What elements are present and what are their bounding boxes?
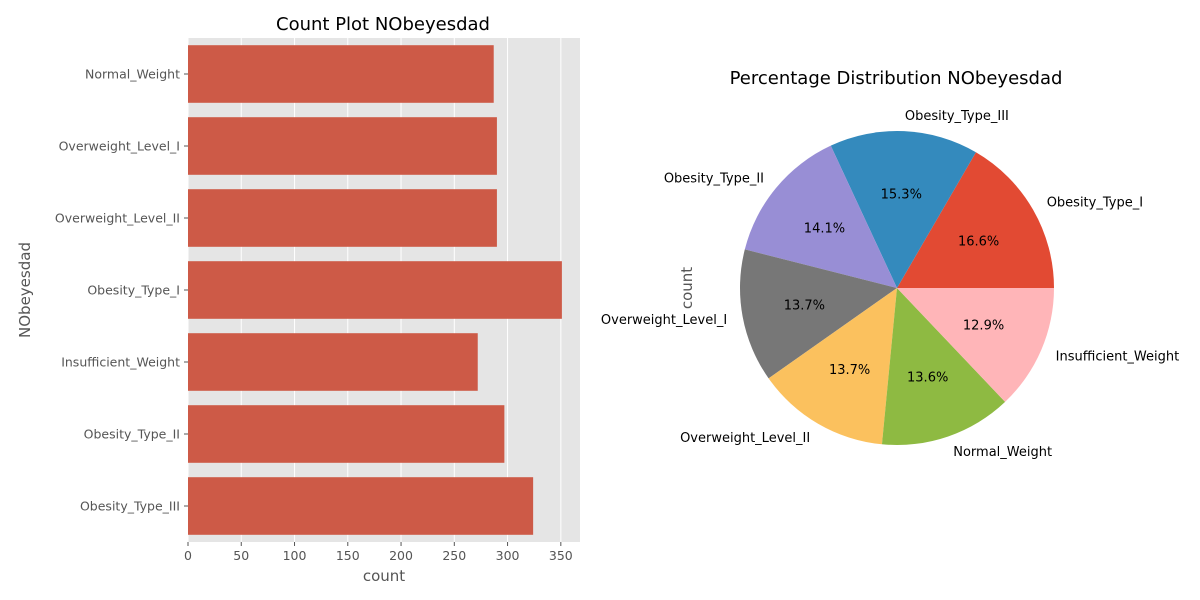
pie-slice [897, 152, 1054, 288]
pie-slice-label: Obesity_Type_I [1047, 195, 1143, 210]
pie-slice-label: Insufficient_Weight [1056, 350, 1180, 365]
pie-slice-label: Obesity_Type_II [664, 171, 764, 186]
bar [188, 477, 534, 535]
bar [188, 261, 562, 319]
x-tick-label: 150 [336, 548, 360, 563]
bar-chart-title: Count Plot NObeyesdad [276, 14, 490, 35]
y-tick-label: Normal_Weight [85, 67, 180, 82]
pie-slice [830, 131, 976, 288]
x-tick-label: 350 [549, 548, 573, 563]
y-axis-ticks: Normal_Weight Overweight_Level_I Overweigh… [55, 67, 188, 514]
x-tick-label: 300 [496, 548, 520, 563]
x-axis-label: count [363, 567, 405, 585]
x-tick-label: 250 [442, 548, 466, 563]
pie-slice [740, 249, 897, 379]
bar [188, 189, 497, 247]
pie-slice [881, 288, 1006, 445]
pie-percent-label: 16.6% [958, 235, 999, 250]
bar [188, 45, 494, 103]
pie-chart-title: Percentage Distribution NObeyesdad [730, 68, 1063, 89]
pie-percent-label: 14.1% [804, 221, 845, 236]
pie-slice-label: Overweight_Level_II [680, 431, 810, 446]
pie-percent-label: 13.7% [784, 299, 825, 314]
y-axis-label: NObeyesdad [16, 242, 34, 338]
y-tick-label: Obesity_Type_I [87, 283, 180, 298]
pie-labels: Obesity_Type_I 16.6% Obesity_Type_III 15.3%… [601, 109, 1179, 460]
x-axis-ticks: 0 50 100 150 200 250 300 350 [184, 542, 573, 563]
x-tick-label: 0 [184, 548, 192, 563]
pie-slice [768, 288, 897, 445]
bar [188, 333, 478, 391]
y-tick-label: Obesity_Type_II [84, 427, 180, 442]
pie-slice [897, 288, 1054, 402]
y-tick-label: Insufficient_Weight [61, 355, 180, 370]
x-tick-label: 200 [389, 548, 413, 563]
x-tick-label: 100 [283, 548, 307, 563]
pie-slice-label: Obesity_Type_III [905, 109, 1009, 124]
x-tick-label: 50 [233, 548, 249, 563]
pie-slice-label: Overweight_Level_I [601, 313, 727, 328]
pie-slice [744, 145, 897, 288]
bar [188, 117, 497, 175]
y-tick-label: Obesity_Type_III [80, 499, 180, 514]
pie-chart: Percentage Distribution NObeyesdad Obesi… [601, 68, 1179, 460]
pie-slice-label: Normal_Weight [953, 445, 1052, 460]
y-tick-label: Overweight_Level_II [55, 211, 180, 226]
bars [188, 45, 562, 535]
pie-y-axis-label: count [678, 267, 696, 309]
y-tick-label: Overweight_Level_I [59, 139, 180, 154]
count-plot: 0 50 100 150 200 250 300 350 Normal_Weight Overw… [16, 14, 580, 585]
pie-percent-label: 15.3% [881, 187, 922, 202]
bar [188, 405, 505, 463]
pie-percent-label: 12.9% [963, 319, 1004, 334]
pie-percent-label: 13.6% [907, 371, 948, 386]
pie-slices [740, 131, 1054, 445]
pie-percent-label: 13.7% [829, 363, 870, 378]
